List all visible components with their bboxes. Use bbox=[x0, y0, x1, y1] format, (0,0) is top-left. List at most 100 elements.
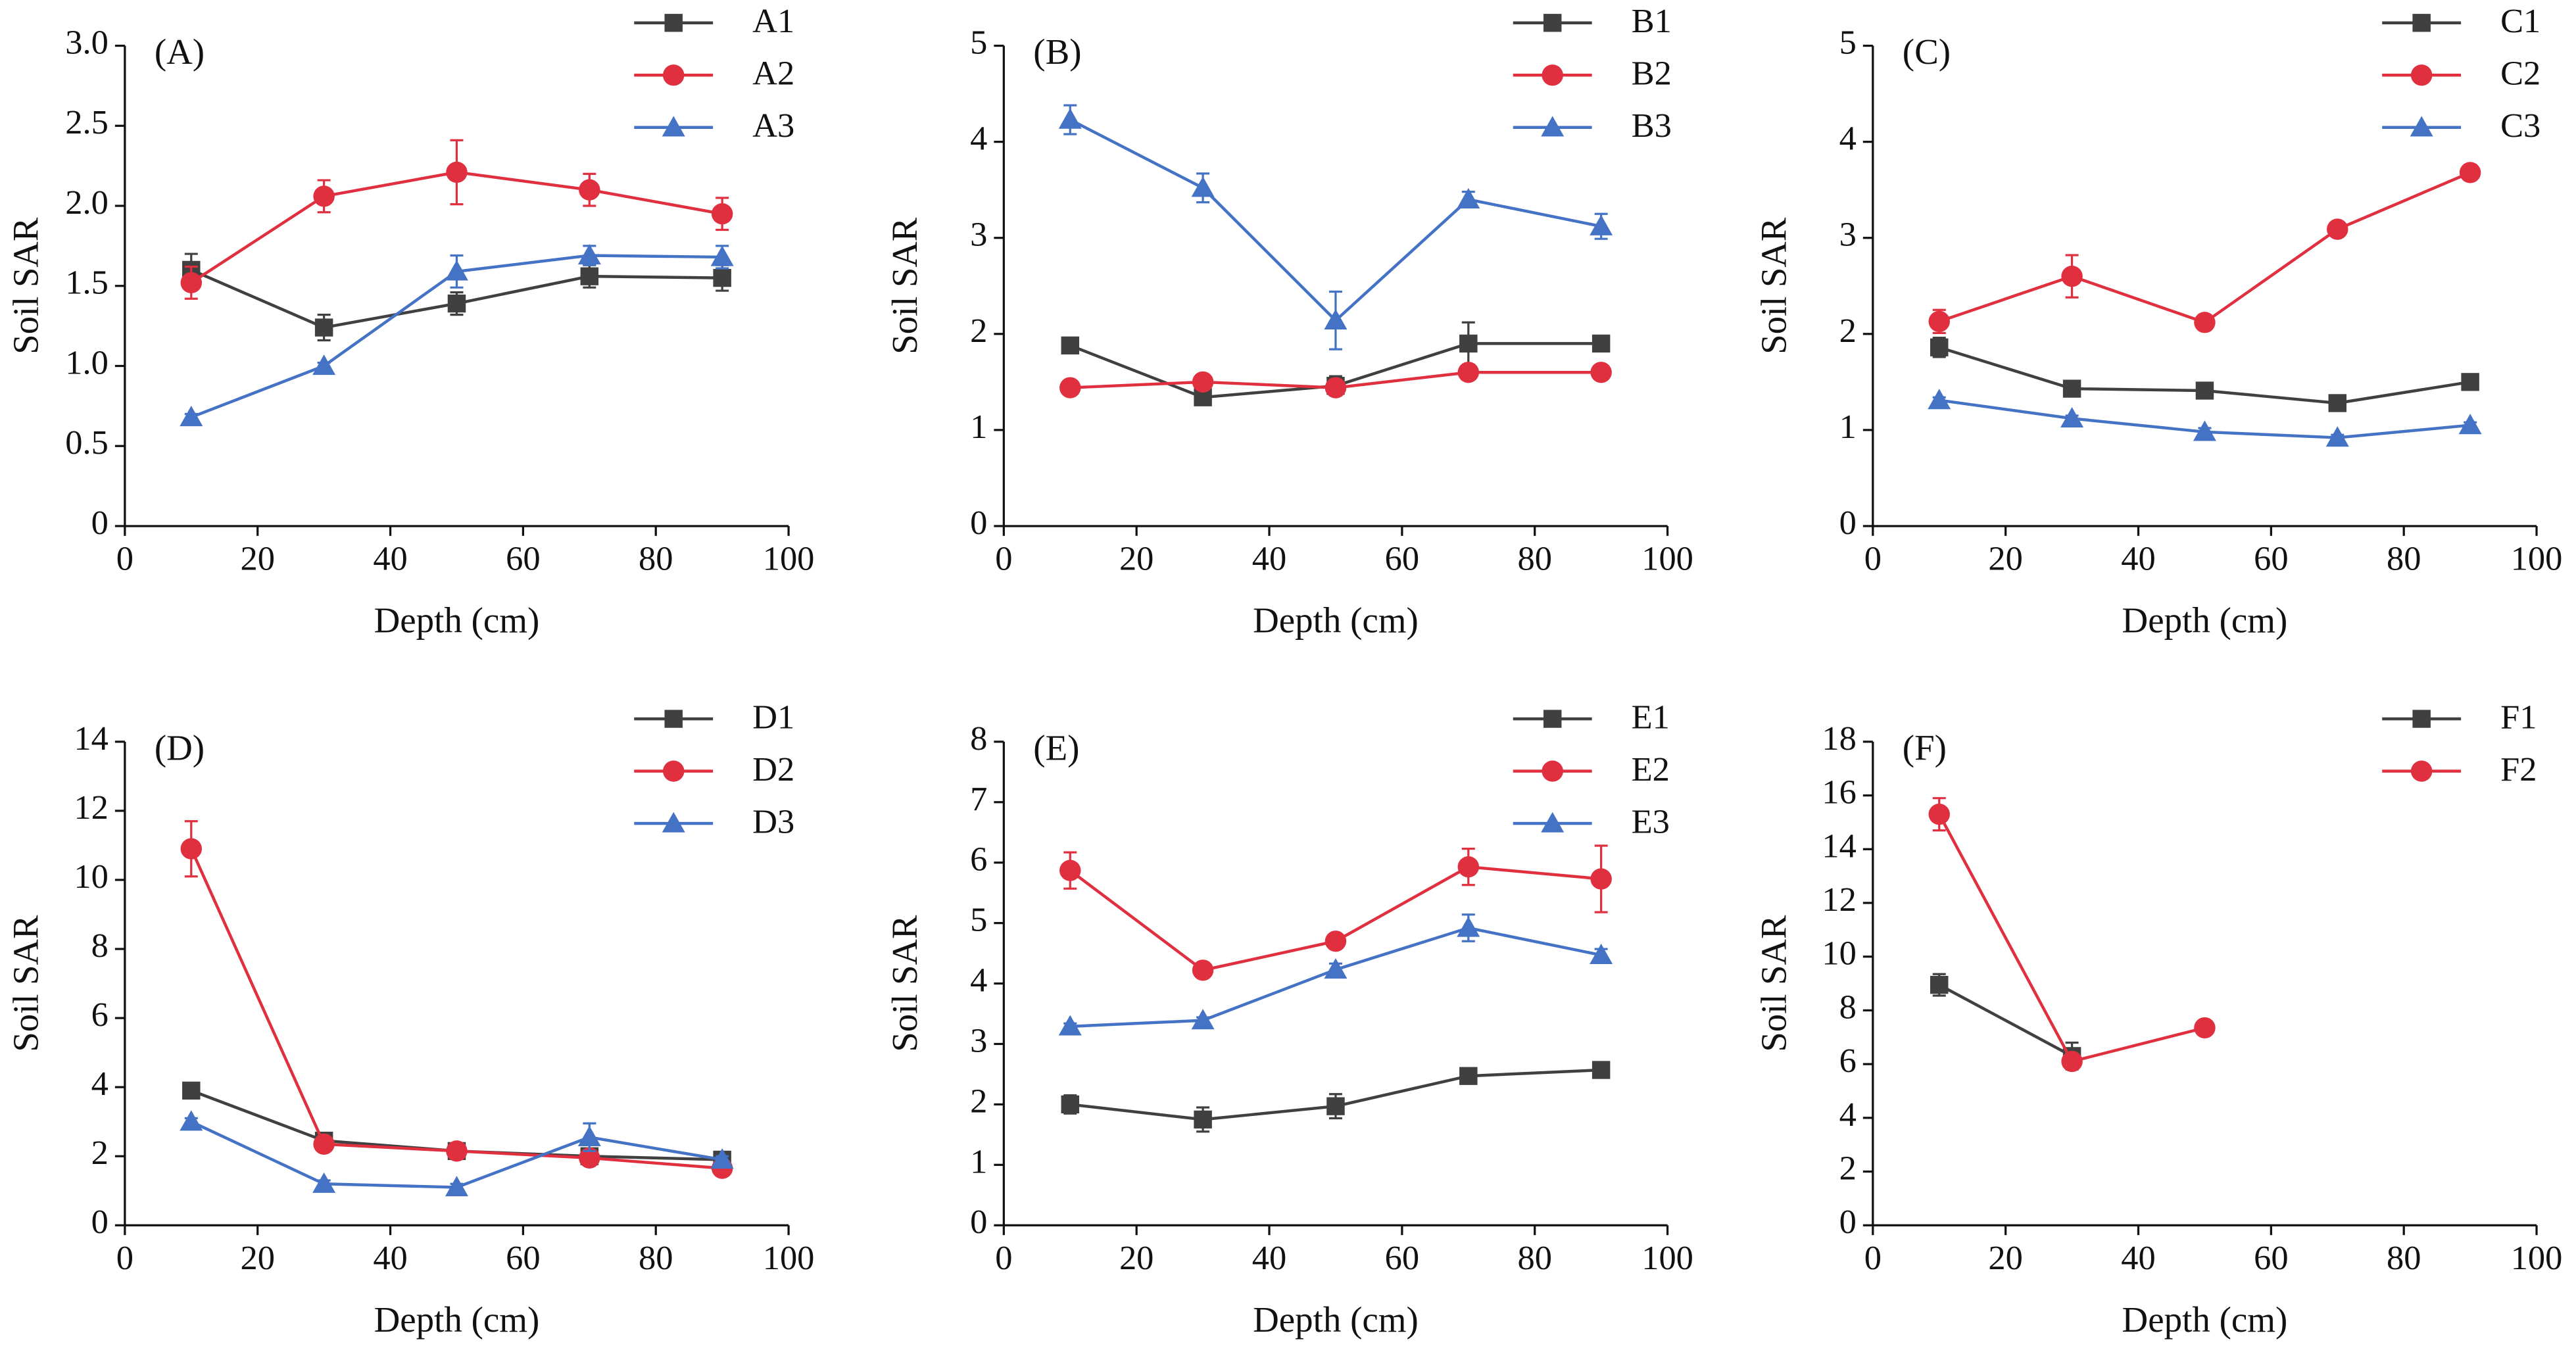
y-tick-label: 2 bbox=[91, 1134, 109, 1172]
y-axis-label: Soil SAR bbox=[5, 915, 45, 1052]
marker bbox=[2061, 1050, 2083, 1073]
legend-label: A1 bbox=[752, 2, 794, 40]
x-tick-label: 40 bbox=[373, 1239, 407, 1277]
marker bbox=[2461, 373, 2479, 391]
legend-label: D1 bbox=[752, 698, 794, 737]
marker bbox=[2193, 420, 2216, 441]
x-tick-label: 100 bbox=[1641, 1239, 1693, 1277]
y-tick-label: 4 bbox=[91, 1065, 109, 1103]
marker bbox=[1590, 868, 1612, 890]
y-tick-label: 3.0 bbox=[65, 24, 109, 62]
x-tick-label: 40 bbox=[2121, 1239, 2155, 1277]
x-tick-label: 0 bbox=[1864, 540, 1882, 578]
marker bbox=[580, 267, 599, 285]
marker bbox=[2325, 426, 2349, 447]
legend-label: A2 bbox=[752, 55, 794, 93]
legend-marker bbox=[662, 760, 685, 782]
legend-label: F2 bbox=[2500, 750, 2537, 788]
marker bbox=[1590, 943, 1613, 965]
panel-title: (C) bbox=[1903, 32, 1951, 72]
legend-marker bbox=[2410, 116, 2433, 137]
y-tick-label: 14 bbox=[1822, 827, 1856, 865]
y-tick-label: 0 bbox=[1839, 1203, 1857, 1241]
marker bbox=[445, 260, 468, 281]
marker bbox=[1324, 308, 1348, 330]
marker bbox=[1324, 377, 1347, 399]
y-tick-label: 7 bbox=[970, 780, 987, 818]
y-tick-label: 8 bbox=[970, 719, 987, 758]
y-tick-label: 2.5 bbox=[65, 103, 109, 141]
legend-label: E2 bbox=[1632, 750, 1670, 788]
y-axis-label: Soil SAR bbox=[5, 217, 45, 354]
panel: 0 2 4 6 8 10 12 14 0 20 40 60 80 100 Depth (cm) Soil SA… bbox=[5, 698, 814, 1340]
y-tick-label: 2.0 bbox=[65, 183, 109, 222]
y-tick-label: 2 bbox=[970, 1082, 987, 1121]
marker bbox=[446, 1140, 468, 1162]
legend-marker bbox=[2412, 14, 2431, 32]
legend-marker bbox=[2410, 64, 2433, 86]
y-tick-label: 8 bbox=[1839, 988, 1857, 1027]
x-tick-label: 20 bbox=[240, 540, 274, 578]
x-tick-label: 0 bbox=[995, 1239, 1012, 1277]
marker bbox=[312, 1172, 336, 1193]
x-axis-label: Depth (cm) bbox=[1253, 1299, 1419, 1340]
marker bbox=[1930, 338, 1949, 356]
y-tick-label: 2 bbox=[970, 312, 987, 350]
marker bbox=[180, 838, 203, 860]
x-tick-label: 0 bbox=[1864, 1239, 1882, 1277]
marker bbox=[1324, 958, 1348, 979]
x-tick-label: 60 bbox=[1385, 1239, 1419, 1277]
legend-label: C2 bbox=[2500, 55, 2540, 93]
x-axis-label: Depth (cm) bbox=[374, 1299, 540, 1340]
legend-marker bbox=[1543, 14, 1562, 32]
x-axis-label: Depth (cm) bbox=[2122, 1299, 2288, 1340]
marker bbox=[1191, 1009, 1215, 1030]
y-tick-label: 5 bbox=[1839, 24, 1857, 62]
panel-title: (E) bbox=[1033, 727, 1079, 767]
marker bbox=[1191, 176, 1215, 197]
x-tick-label: 80 bbox=[639, 1239, 673, 1277]
x-tick-label: 60 bbox=[2254, 540, 2288, 578]
marker bbox=[2195, 381, 2214, 400]
legend-marker bbox=[664, 14, 683, 32]
x-tick-label: 20 bbox=[1119, 540, 1154, 578]
marker bbox=[710, 1148, 734, 1169]
series-line bbox=[1939, 171, 2471, 324]
x-tick-label: 100 bbox=[2511, 1239, 2563, 1277]
x-tick-label: 20 bbox=[1988, 540, 2022, 578]
marker bbox=[1058, 1015, 1082, 1036]
marker bbox=[2061, 266, 2083, 287]
marker bbox=[1930, 975, 1949, 994]
y-tick-label: 1 bbox=[970, 1142, 987, 1180]
marker bbox=[313, 185, 335, 207]
x-tick-label: 100 bbox=[763, 540, 815, 578]
panel-title: (D) bbox=[155, 727, 205, 767]
x-tick-label: 0 bbox=[116, 1239, 134, 1277]
y-tick-label: 2 bbox=[1839, 312, 1857, 350]
panel: 0 2 4 6 8 10 12 14 16 18 0 20 40 60 80 100 Depth (cm) Soi… bbox=[1753, 698, 2562, 1340]
y-tick-label: 3 bbox=[1839, 216, 1857, 254]
marker bbox=[2458, 414, 2482, 435]
panel: 0 1 2 3 4 5 0 20 40 60 80 100 Depth (cm) Soil SAR (C) C… bbox=[1753, 2, 2562, 640]
marker bbox=[577, 244, 601, 265]
x-tick-label: 0 bbox=[116, 540, 134, 578]
y-tick-label: 4 bbox=[970, 961, 987, 1000]
marker bbox=[1590, 214, 1613, 235]
legend-marker bbox=[1541, 116, 1565, 137]
legend-marker bbox=[1542, 64, 1563, 86]
marker bbox=[577, 1125, 601, 1146]
marker bbox=[1194, 1110, 1212, 1129]
series-line bbox=[1069, 118, 1602, 323]
marker bbox=[1459, 334, 1478, 353]
legend-label: F1 bbox=[2500, 698, 2537, 737]
marker bbox=[1192, 371, 1214, 393]
marker bbox=[1457, 187, 1480, 208]
series-line bbox=[1938, 983, 2073, 1057]
marker bbox=[711, 203, 733, 225]
y-tick-label: 10 bbox=[74, 858, 108, 896]
x-tick-label: 60 bbox=[2254, 1239, 2288, 1277]
legend-label: E1 bbox=[1632, 698, 1670, 737]
legend-label: D2 bbox=[752, 750, 794, 788]
